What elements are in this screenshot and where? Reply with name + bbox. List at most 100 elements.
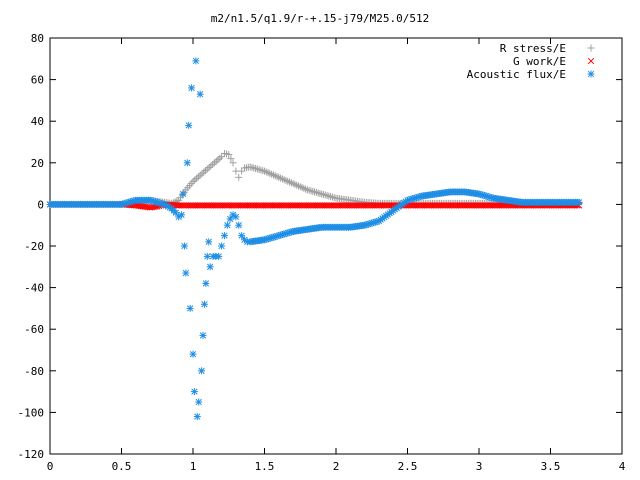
series-2-point <box>172 209 180 217</box>
legend-label: Acoustic flux/E <box>467 68 566 81</box>
series-2-point <box>232 213 240 221</box>
y-tick-label: 0 <box>37 198 44 211</box>
series-0-point <box>257 166 265 174</box>
plot-area <box>49 37 623 455</box>
y-tick-label: -60 <box>24 323 44 336</box>
y-tick-label: 80 <box>31 32 44 45</box>
y-tick-label: -120 <box>18 448 45 461</box>
series-2-point <box>199 331 207 339</box>
series-0-point <box>268 170 276 178</box>
series-0-point <box>227 155 235 163</box>
x-tick-label: 2.5 <box>398 460 418 473</box>
x-tick-label: 0 <box>47 460 54 473</box>
series-0-point <box>193 174 201 182</box>
series-0-point <box>296 183 304 191</box>
y-tick-label: -20 <box>24 240 44 253</box>
series-2-point <box>189 350 197 358</box>
x-tick-label: 3 <box>476 460 483 473</box>
series-2-point <box>193 413 201 421</box>
series-0-point <box>323 192 331 200</box>
series-0-point <box>259 167 267 175</box>
series-0-point <box>266 169 274 177</box>
x-tick-label: 2 <box>333 460 340 473</box>
series-0-point <box>271 172 279 180</box>
series-2-point <box>220 232 228 240</box>
series-0-point <box>250 164 258 172</box>
series-0-point <box>282 176 290 184</box>
series-0-point <box>210 159 218 167</box>
series-0-point <box>314 189 322 197</box>
x-tick-label: 1.5 <box>255 460 275 473</box>
series-0-point <box>328 193 336 201</box>
series-2-point <box>179 190 187 198</box>
series-0-point <box>316 189 324 197</box>
series-0-point <box>318 190 326 198</box>
series-2-point <box>200 300 208 308</box>
series-0-point <box>261 167 268 175</box>
series-0-point <box>205 163 213 171</box>
axes: 0 0.5 1 1.5 2 2.5 3 3.5 4 80 60 40 20 0 -20 -40 -60 -80 -1… <box>18 32 626 473</box>
series-0-point <box>189 178 197 186</box>
series-0-point <box>191 176 199 184</box>
series-2-point <box>198 367 206 375</box>
series-2-point <box>202 279 210 287</box>
series-2-point <box>188 84 196 92</box>
series-0-point <box>225 150 233 158</box>
y-tick-label: -40 <box>24 282 44 295</box>
series-0-point <box>264 169 272 177</box>
y-tick-label: 60 <box>31 74 44 87</box>
series-2 <box>46 57 583 421</box>
series-0-point <box>298 184 306 191</box>
legend-label: G work/E <box>513 55 566 68</box>
series-0-point <box>262 168 270 176</box>
series-0-point <box>269 171 277 179</box>
chart-title: m2/n1.5/q1.9/r-+.15-j79/M25.0/512 <box>211 12 430 25</box>
series-0-point <box>284 177 292 185</box>
series-2-point <box>203 252 211 260</box>
series-0-point <box>303 186 311 194</box>
series-2-point <box>238 232 246 240</box>
series-0-point <box>200 168 208 176</box>
series-2-point <box>226 215 234 223</box>
series-0-point <box>194 173 202 181</box>
series-0-point <box>207 162 215 170</box>
series-2-point <box>186 304 194 312</box>
series-0-point <box>300 184 308 192</box>
series-0-point <box>289 180 297 188</box>
series-2-point <box>575 198 583 206</box>
series-0-point <box>280 176 288 184</box>
series-0-point <box>248 163 256 171</box>
series-0-point <box>302 185 310 193</box>
series-0-point <box>291 180 299 188</box>
series-0-point <box>252 165 260 173</box>
series-2-point <box>215 252 223 260</box>
series-2-point <box>190 388 198 396</box>
series-0-point <box>278 175 286 183</box>
series-0-point <box>235 173 243 181</box>
series-0-point <box>214 156 222 164</box>
series-2-point <box>205 238 213 246</box>
series-2-point <box>196 90 204 98</box>
series-0-point <box>209 160 217 168</box>
series-2-point <box>235 221 243 229</box>
series-0-point <box>286 178 294 186</box>
series-2-point <box>223 221 231 229</box>
series-layer <box>46 57 583 421</box>
series-0-point <box>277 174 285 182</box>
y-tick-label: 40 <box>31 115 44 128</box>
series-0-point <box>198 170 206 178</box>
legend-2-point <box>587 70 595 78</box>
x-tick-label: 0.5 <box>112 460 132 473</box>
series-0-point <box>325 192 333 200</box>
series-0-point <box>203 165 211 173</box>
y-tick-label: 20 <box>31 157 44 170</box>
series-0-point <box>216 154 224 162</box>
series-0-point <box>218 153 226 161</box>
y-tick-label: -100 <box>18 406 45 419</box>
series-0-point <box>238 167 246 175</box>
series-0-point <box>330 194 338 202</box>
series-2-point <box>178 211 186 219</box>
series-0-point <box>319 191 327 199</box>
